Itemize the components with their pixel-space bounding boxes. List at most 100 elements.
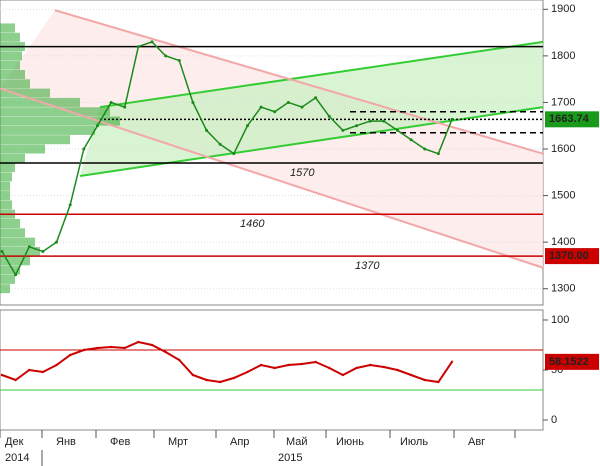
- rsi-point: [0, 373, 4, 377]
- rsi-point: [437, 380, 440, 384]
- price-point: [286, 100, 290, 104]
- price-point: [273, 110, 277, 114]
- rsi-point: [246, 370, 249, 374]
- price-tag: [545, 248, 599, 265]
- rsi-point: [150, 343, 154, 347]
- price-tag: [545, 111, 599, 128]
- price-point: [0, 249, 4, 253]
- rsi-panel: [0, 309, 544, 431]
- rsi-point: [218, 380, 222, 384]
- x-tick-label: Апр: [230, 436, 249, 448]
- rsi-point: [368, 363, 372, 367]
- y-tick-label: 1500: [551, 189, 575, 201]
- price-point: [218, 142, 222, 146]
- price-point: [300, 105, 304, 109]
- volume-bar: [0, 116, 120, 126]
- volume-bar: [0, 274, 15, 284]
- rsi-point: [123, 346, 126, 350]
- volume-bar: [0, 191, 10, 201]
- volume-bar: [0, 135, 70, 145]
- price-tag-label: 1663.74: [549, 113, 590, 125]
- volume-bar: [0, 219, 20, 229]
- rsi-point: [355, 366, 358, 370]
- year-label: 2014: [5, 452, 29, 464]
- price-point: [136, 45, 140, 49]
- volume-bar: [0, 172, 12, 182]
- rsi-point: [232, 376, 236, 380]
- price-point: [395, 128, 399, 132]
- rsi-point: [96, 346, 99, 350]
- rsi-point: [205, 378, 208, 382]
- volume-bar: [0, 144, 45, 154]
- y-tick-label: 1400: [551, 236, 575, 248]
- volume-bar: [0, 88, 50, 98]
- rsi-point: [300, 362, 304, 366]
- price-point: [55, 240, 59, 244]
- price-point: [191, 100, 195, 104]
- price-point: [68, 203, 72, 207]
- price-point: [14, 273, 18, 277]
- volume-bar: [0, 284, 10, 294]
- volume-bar: [0, 237, 35, 247]
- rsi-point: [82, 348, 86, 352]
- rsi-point: [41, 370, 45, 374]
- volume-bar: [0, 200, 12, 210]
- y-tick-label: 1600: [551, 143, 575, 155]
- rsi-point: [109, 345, 113, 349]
- x-tick-label: Июль: [400, 436, 428, 448]
- rsi-point: [191, 373, 195, 377]
- rsi-point: [273, 366, 276, 370]
- green-channel-fill: [80, 41, 543, 177]
- rsi-point: [68, 353, 72, 357]
- y-tick-label: 1900: [551, 3, 575, 15]
- level-label: 1370: [355, 260, 380, 272]
- price-point: [95, 124, 99, 128]
- volume-bar: [0, 246, 40, 256]
- rsi-point: [341, 373, 345, 377]
- rsi-point: [55, 363, 58, 367]
- rsi-point: [178, 358, 181, 362]
- price-point: [177, 59, 181, 63]
- level-label: 1570: [290, 167, 315, 179]
- volume-bar: [0, 265, 20, 275]
- rsi-line: [1, 340, 453, 384]
- price-point: [232, 152, 236, 156]
- volume-bar: [0, 181, 10, 191]
- volume-bar: [0, 163, 15, 173]
- volume-bar: [0, 107, 110, 117]
- rsi-point: [14, 378, 17, 382]
- price-point: [109, 100, 113, 104]
- x-tick-label: Янв: [56, 436, 76, 448]
- rsi-point: [328, 366, 331, 370]
- price-point: [245, 124, 249, 128]
- price-point: [259, 105, 263, 109]
- price-line: [1, 41, 453, 277]
- price-point: [409, 138, 413, 142]
- volume-bar: [0, 256, 30, 266]
- volume-bar: [0, 125, 95, 135]
- price-tag-label: 58.1522: [549, 356, 589, 368]
- y-tick-label: 1300: [551, 283, 575, 295]
- rsi-point: [423, 378, 426, 382]
- rsi-point: [409, 373, 413, 377]
- price-point: [82, 147, 86, 151]
- x-tick-label: Май: [286, 436, 308, 448]
- price-point: [355, 124, 359, 128]
- price-tag: [545, 353, 599, 370]
- channel-line: [99, 40, 544, 109]
- price-point: [41, 249, 45, 253]
- rsi-point: [164, 350, 167, 354]
- price-point: [205, 128, 209, 132]
- y-tick-label: 0: [551, 414, 557, 426]
- price-point: [368, 119, 372, 123]
- volume-bar: [0, 23, 15, 33]
- rsi-point: [259, 363, 263, 367]
- y-tick-label: 100: [551, 314, 569, 326]
- price-tag-label: 1370.00: [549, 250, 589, 262]
- volume-bar: [0, 51, 22, 61]
- volume-bar: [0, 70, 25, 80]
- x-tick-label: Мрт: [168, 436, 188, 448]
- rsi-point: [137, 340, 140, 344]
